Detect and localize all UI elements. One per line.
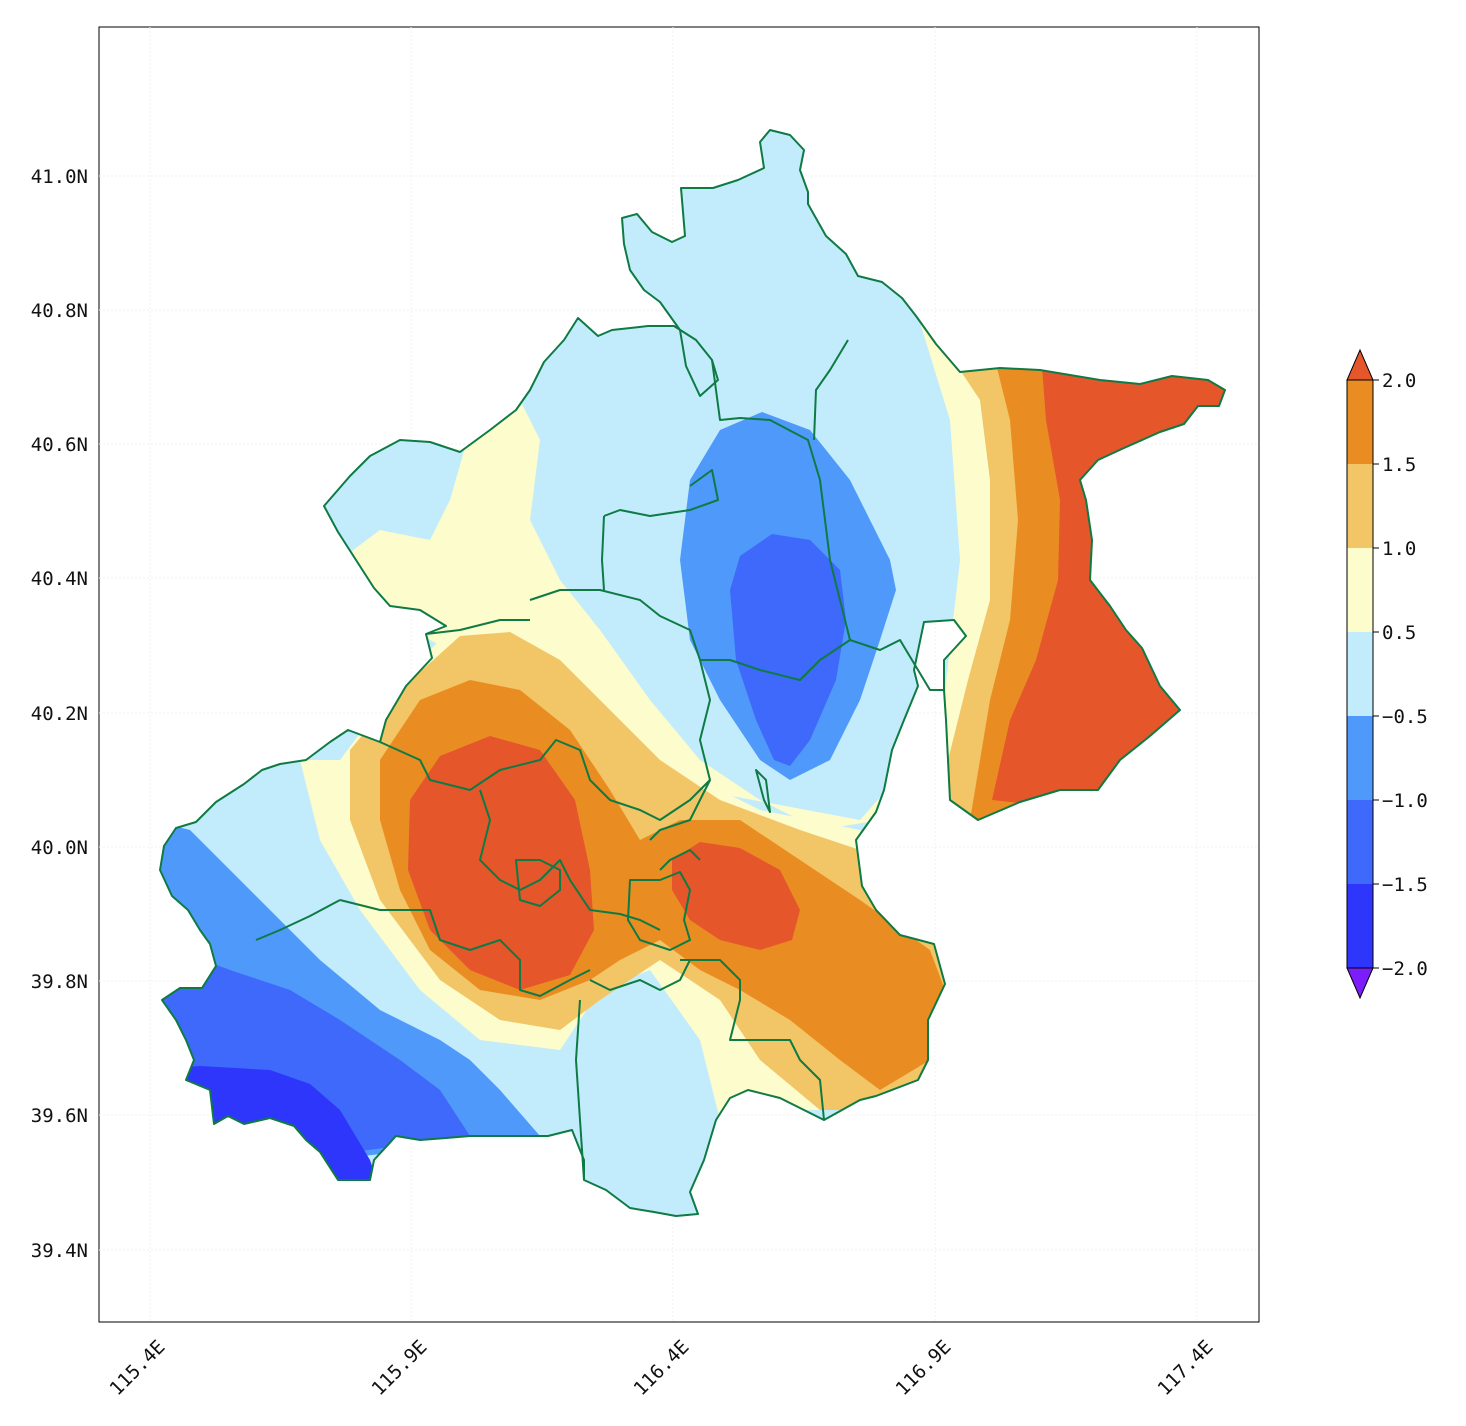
district-boundary-yanqing-huairou-north	[813, 339, 849, 441]
district-boundary-fangshan-daxing	[575, 999, 585, 1181]
district-boundary-changping-north	[529, 589, 851, 681]
capital-airport-marker	[755, 769, 771, 813]
x-tick-label: 115.9E	[367, 1336, 431, 1400]
colorbar-ticks	[1373, 379, 1379, 969]
colorbar-segment	[1347, 716, 1373, 800]
y-axis: 41.0N 40.8N 40.6N 40.4N 40.2N 40.0N 39.8…	[31, 166, 88, 1262]
colorbar-label: −2.0	[1382, 958, 1428, 980]
district-boundary-shijingshan	[479, 789, 661, 931]
district-boundary-yanqing-mentougou	[425, 619, 530, 635]
colorbar-label: −0.5	[1382, 706, 1428, 728]
contour-band-05-10-north	[340, 400, 940, 830]
contour-band-above20-west-blob	[408, 736, 594, 990]
district-boundary-fangshan-inner	[255, 899, 341, 941]
district-boundary-chaoyang-north	[659, 849, 701, 871]
colorbar-segment	[1347, 380, 1373, 464]
district-boundary-changping-shunyi	[649, 659, 711, 841]
colorbar-segment	[1347, 800, 1373, 884]
colorbar-label: 0.5	[1382, 622, 1416, 644]
district-boundary-daxing-tongzhou	[680, 959, 825, 1121]
contour-band-neg15-neg10	[730, 534, 846, 766]
colorbar-label: 1.5	[1382, 454, 1416, 476]
y-tick-label: 40.2N	[31, 703, 88, 725]
district-boundary-city-core	[627, 871, 691, 951]
x-tick-label: 115.4E	[105, 1336, 169, 1400]
y-tick-label: 40.4N	[31, 568, 88, 590]
y-tick-label: 40.8N	[31, 300, 88, 322]
colorbar-label: 1.0	[1382, 538, 1416, 560]
district-boundary-huairou-south	[603, 469, 719, 517]
y-tick-label: 41.0N	[31, 166, 88, 188]
colorbar-outline	[1346, 379, 1374, 969]
contour-band-above20-east-blob	[672, 842, 800, 950]
y-tick-label: 40.0N	[31, 837, 88, 859]
district-boundaries	[159, 129, 1226, 1217]
x-tick-label: 116.4E	[629, 1336, 693, 1400]
x-axis: 115.4E 115.9E 116.4E 116.9E 117.4E	[105, 1336, 1217, 1400]
district-boundary-fangshan-fengtai	[339, 899, 591, 997]
y-tick-label: 39.6N	[31, 1105, 88, 1127]
x-tick-label: 116.9E	[891, 1336, 955, 1400]
x-tick-label: 117.4E	[1153, 1336, 1217, 1400]
district-boundary-fengtai-daxing	[589, 959, 691, 991]
colorbar-segment	[1347, 548, 1373, 632]
colorbar: 2.0 1.5 1.0 0.5 −0.5 −1.0 −1.5 −2.0	[1346, 348, 1428, 1000]
y-tick-label: 40.6N	[31, 434, 88, 456]
beijing-outer-boundary	[159, 129, 1226, 1217]
y-tick-label: 39.8N	[31, 971, 88, 993]
colorbar-extend-min	[1346, 967, 1374, 1000]
colorbar-label: −1.0	[1382, 790, 1428, 812]
colorbar-segment	[1347, 464, 1373, 548]
district-boundary-huairou-miyun	[711, 359, 944, 691]
colorbar-extend-max	[1346, 348, 1374, 381]
colorbar-label: 2.0	[1382, 370, 1416, 392]
colorbar-segment	[1347, 632, 1373, 716]
y-tick-label: 39.4N	[31, 1240, 88, 1262]
colorbar-label: −1.5	[1382, 874, 1428, 896]
colorbar-segment	[1347, 884, 1373, 968]
district-boundary-mentougou-haidian	[379, 739, 711, 821]
district-boundary-shijingshan-inner	[515, 859, 561, 907]
district-boundary-yanqing-changping	[601, 515, 605, 591]
